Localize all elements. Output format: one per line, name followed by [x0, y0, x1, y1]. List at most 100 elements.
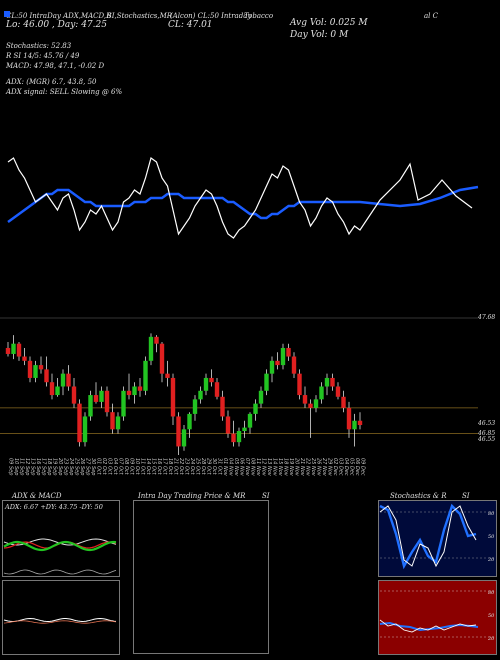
date-label: 25 Nov	[310, 458, 316, 477]
candle-body	[203, 377, 209, 391]
macd-signal-line	[3, 620, 117, 624]
date-label: 14 Nov	[272, 458, 278, 477]
candle-body	[214, 382, 220, 397]
candle-body	[280, 347, 286, 366]
candle-body	[236, 431, 242, 443]
macd-readout: MACD: 47.98, 47.1, -0.02 D	[6, 62, 105, 70]
macd-panel	[2, 580, 120, 655]
mrsi-panel	[378, 580, 497, 655]
intraday-panel	[133, 500, 269, 654]
date-label: 18 Nov	[283, 458, 289, 477]
date-label: 16 Sep	[35, 458, 41, 475]
mrsi-level-20: 20	[488, 636, 495, 642]
date-label: 18 Sep	[46, 458, 52, 475]
date-label: 27 Nov	[321, 458, 327, 477]
candle-body	[170, 377, 176, 417]
candle-body	[242, 427, 247, 432]
candle-body	[258, 390, 264, 404]
candle-body	[225, 416, 231, 434]
date-label: 07 Oct	[118, 458, 124, 476]
date-label: 13 Nov	[266, 458, 272, 477]
date-label: 14 Oct	[145, 458, 151, 476]
date-label: 15 Oct	[151, 458, 157, 476]
candle-body	[220, 396, 225, 417]
date-label: 23 Sep	[63, 458, 69, 475]
candle-body	[264, 373, 269, 391]
date-label: 29 Oct	[206, 458, 212, 476]
candle-body	[126, 390, 132, 396]
day-volume: Day Vol: 0 M	[290, 30, 349, 40]
candle-body	[143, 360, 148, 391]
candle-body	[82, 416, 88, 443]
candle-body	[335, 386, 341, 397]
date-label: 12 Sep	[24, 458, 30, 475]
header-line1: CL:50 IntraDay ADX,MACD,B	[6, 12, 112, 20]
stochastics-readout: Stochastics: 52.83	[6, 42, 72, 50]
candle-body	[60, 373, 66, 387]
candle-body	[110, 412, 115, 430]
candle-body	[269, 360, 275, 374]
adx-panel	[2, 500, 120, 577]
date-label: 11 Sep	[19, 458, 25, 475]
date-label: 09 Oct	[129, 458, 135, 476]
date-label: 04 Nov	[228, 458, 234, 477]
mrsi-line	[7, 157, 473, 239]
date-label: 24 Sep	[68, 458, 74, 475]
date-label: 17 Oct	[162, 458, 168, 476]
adx-sub-line	[3, 569, 117, 575]
date-label: 28 Oct	[200, 458, 206, 476]
date-label: 26 Sep	[79, 458, 85, 475]
date-label: 09 Dec	[360, 458, 366, 476]
candle-body	[5, 347, 11, 354]
legend-swatch	[4, 11, 10, 17]
candle-body	[11, 343, 16, 354]
candle-body	[49, 382, 55, 396]
date-label: 30 Oct	[211, 458, 217, 476]
date-label: 20 Nov	[294, 458, 300, 477]
date-label: 25 Oct	[195, 458, 201, 476]
date-label: 03 Dec	[338, 458, 344, 476]
candle-body	[159, 343, 165, 374]
candle-body	[209, 377, 214, 383]
candle-body	[302, 395, 308, 404]
candle-body	[192, 399, 198, 414]
stochastic-k-line	[379, 503, 477, 570]
date-label: 13 Sep	[30, 458, 36, 475]
header-line1c: (Alcon) CL:50 Intraday	[170, 12, 252, 20]
candle-body	[16, 343, 22, 357]
candle-body	[319, 386, 324, 400]
date-label: 29 Nov	[327, 458, 333, 477]
date-label: 12 Nov	[261, 458, 267, 477]
price-tick-top: 47.68	[478, 314, 496, 321]
candle-body	[77, 403, 82, 443]
date-label: 01 Nov	[222, 458, 228, 477]
candle-body	[247, 413, 253, 428]
mrsi-level-50: 50	[488, 613, 495, 619]
price-tick-mid: 46.53	[478, 420, 496, 427]
date-label: 30 Sep	[90, 458, 96, 475]
candle-body	[115, 416, 121, 430]
header-line2: Lo: 46.00 , Day: 47.25	[6, 20, 107, 30]
candle-body	[132, 386, 137, 396]
candle-body	[104, 390, 110, 413]
date-label: 27 Sep	[85, 458, 91, 475]
date-label: 15 Nov	[277, 458, 283, 477]
candle-body	[148, 336, 154, 361]
candle-body	[357, 420, 363, 426]
candle-body	[38, 365, 44, 370]
avg-volume: Avg Vol: 0.025 M	[290, 18, 368, 28]
date-label: 08 Nov	[250, 458, 256, 477]
candle-body	[44, 369, 49, 383]
stoch-panel-title: Stochastics & R	[390, 492, 447, 500]
plus-di-line	[3, 540, 117, 552]
candle-body	[346, 407, 352, 430]
date-label: 04 Oct	[112, 458, 118, 476]
candle-body	[154, 336, 159, 344]
stochastic-d-line	[379, 505, 477, 568]
date-label: 01 Oct	[96, 458, 102, 476]
date-label: 05 Nov	[233, 458, 239, 477]
intraday-panel-title: Intra Day Trading Price & MR	[138, 492, 246, 500]
header-line1d: Tobacco	[244, 12, 274, 20]
intraday-panel-si: SI	[262, 492, 270, 500]
date-label: 20 Sep	[57, 458, 63, 475]
